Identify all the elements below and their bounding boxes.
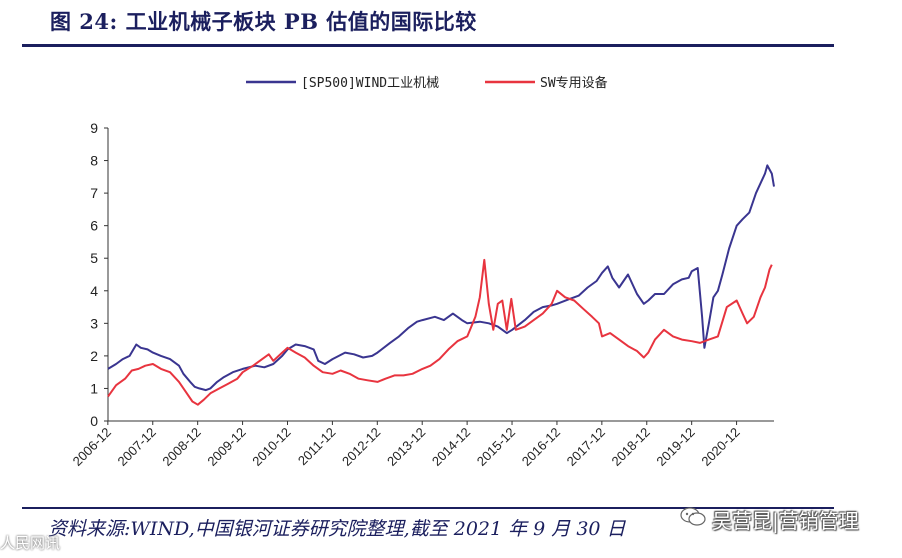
y-axis: 0 1 2 3 4 5 6 7 8 9 bbox=[90, 120, 109, 429]
pb-comparison-chart: [SP500]WIND工业机械 SW专用设备 0 1 2 3 4 5 6 7 8 9 2006-12… bbox=[70, 75, 775, 469]
x-tick-label: 2019-12 bbox=[653, 425, 697, 469]
x-tick-label: 2020-12 bbox=[698, 425, 742, 469]
x-tick-label: 2009-12 bbox=[204, 425, 248, 469]
x-tick-label: 2018-12 bbox=[609, 425, 653, 469]
x-tick-label: 2013-12 bbox=[384, 425, 428, 469]
wechat-icon bbox=[680, 507, 706, 526]
x-tick-label: 2006-12 bbox=[70, 425, 114, 469]
watermark-text: 吴营昆|营销管理 bbox=[712, 509, 859, 533]
x-tick-label: 2012-12 bbox=[339, 425, 383, 469]
legend-label: SW专用设备 bbox=[540, 75, 608, 91]
source-rule bbox=[22, 507, 834, 509]
y-tick-label: 4 bbox=[90, 283, 98, 299]
x-tick-label: 2015-12 bbox=[474, 425, 518, 469]
y-tick-label: 9 bbox=[90, 120, 98, 136]
x-tick-label: 2007-12 bbox=[115, 425, 159, 469]
legend: [SP500]WIND工业机械 SW专用设备 bbox=[246, 75, 608, 91]
x-tick-label: 2014-12 bbox=[429, 425, 473, 469]
corner-watermark: 人民网讯 bbox=[0, 534, 61, 552]
source-note: 资料来源:WIND,中国银河证券研究院整理,截至 2021 年 9 月 30 日 bbox=[48, 518, 626, 540]
y-tick-label: 5 bbox=[90, 250, 98, 266]
x-tick-label: 2008-12 bbox=[159, 425, 203, 469]
series-line-sp500 bbox=[107, 164, 775, 392]
y-tick-label: 2 bbox=[90, 348, 98, 364]
y-tick-label: 3 bbox=[90, 315, 98, 331]
y-tick-label: 1 bbox=[90, 380, 98, 396]
x-tick-label: 2010-12 bbox=[249, 425, 293, 469]
title-rule bbox=[22, 44, 834, 47]
figure-title: 图 24: 工业机械子板块 PB 估值的国际比较 bbox=[50, 9, 477, 34]
x-axis: 2006-12 2007-12 2008-12 2009-12 2010-12 2011-… bbox=[70, 420, 774, 469]
x-tick-label: 2017-12 bbox=[564, 425, 608, 469]
legend-label: [SP500]WIND工业机械 bbox=[301, 76, 439, 91]
series-group bbox=[107, 164, 775, 406]
y-tick-label: 8 bbox=[90, 153, 98, 169]
x-tick-label: 2011-12 bbox=[295, 425, 339, 469]
y-tick-label: 7 bbox=[90, 185, 98, 201]
x-tick-label: 2016-12 bbox=[519, 425, 563, 469]
y-tick-label: 0 bbox=[90, 413, 98, 429]
y-tick-label: 6 bbox=[90, 218, 98, 234]
series-line-sw bbox=[107, 258, 773, 406]
